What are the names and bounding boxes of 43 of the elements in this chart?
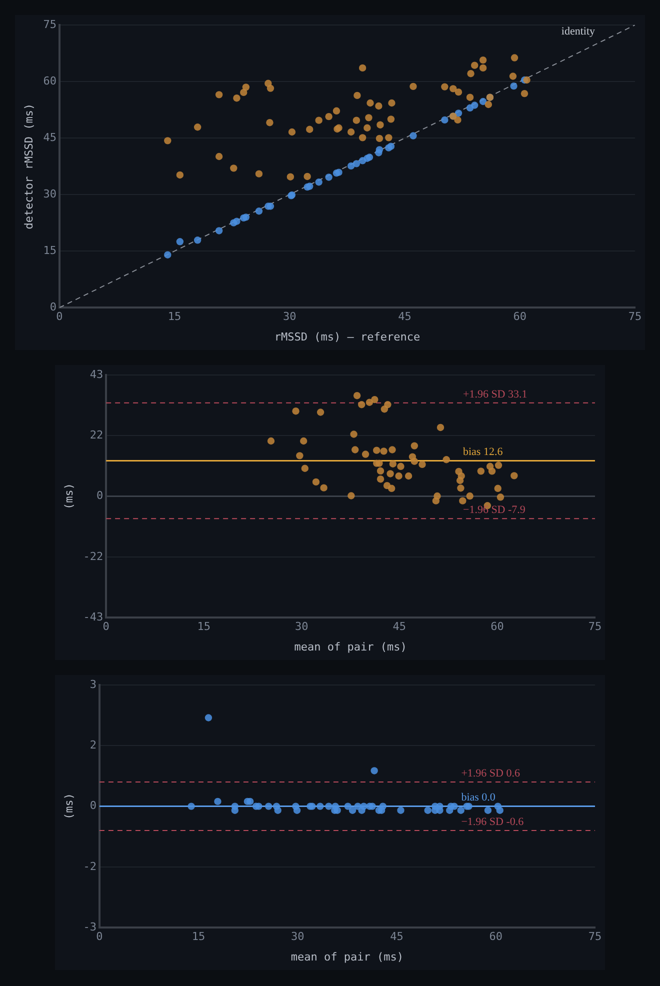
x-tick-label: 30 [283, 310, 296, 324]
y-tick-label: 45 [43, 130, 56, 144]
x-tick-label: 30 [295, 620, 308, 634]
y-axis-title: detector rMSSD (ms) [22, 103, 36, 230]
y-axis-title: (ms) [62, 793, 76, 820]
x-tick-label: 45 [398, 310, 412, 324]
x-tick-label: 15 [197, 620, 210, 634]
y-tick-label: 0 [90, 799, 96, 812]
y-tick-label: 30 [43, 187, 56, 200]
x-tick-label: 30 [291, 930, 304, 944]
x-tick-label: 45 [392, 620, 406, 634]
y-tick-label: 0 [96, 489, 104, 502]
ref-line-label: bias 0.0 [461, 792, 496, 804]
ref-line-label: −1.96 SD -0.6 [461, 816, 524, 828]
x-tick-label: 75 [588, 620, 602, 634]
annotation: identity [561, 25, 596, 38]
x-tick-label: 75 [588, 930, 602, 944]
ref-line-label: +1.96 SD 0.6 [461, 767, 520, 780]
y-tick-label: -2 [83, 860, 96, 873]
y-tick-label: 22 [90, 428, 104, 442]
y-tick-label: 60 [43, 74, 56, 88]
x-tick-label: 75 [628, 310, 642, 324]
x-axis-title: mean of pair (ms) [294, 640, 407, 654]
ref-line-label: +1.96 SD 33.1 [462, 388, 528, 400]
x-tick-label: 45 [390, 930, 404, 944]
y-tick-label: 15 [43, 244, 56, 257]
y-tick-label: 43 [90, 368, 104, 381]
y-axis-title: (ms) [62, 483, 76, 510]
y-tick-label: 3 [90, 678, 96, 691]
x-tick-label: 60 [490, 620, 504, 634]
y-tick-label: -3 [83, 920, 96, 934]
y-tick-label: -43 [83, 610, 104, 624]
y-tick-label: 0 [50, 300, 56, 314]
y-tick-label: 2 [90, 738, 96, 752]
x-tick-label: 60 [513, 310, 527, 324]
y-tick-label: -22 [83, 550, 104, 563]
y-tick-label: 75 [43, 18, 56, 31]
x-axis-title: rMSSD (ms) — reference [274, 330, 420, 344]
ref-line-label: bias 12.6 [462, 446, 504, 458]
x-tick-label: 15 [168, 310, 182, 324]
x-tick-label: 60 [489, 930, 503, 944]
x-tick-label: 15 [192, 930, 206, 944]
x-axis-title: mean of pair (ms) [290, 950, 404, 964]
